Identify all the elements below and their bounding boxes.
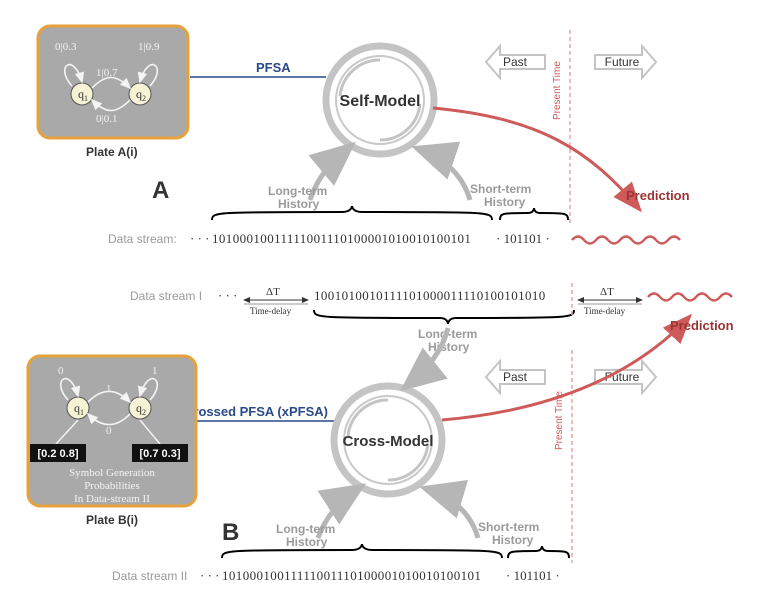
longterm-label-a: Long-termHistory [268,184,327,211]
streamII-ellipsis: · · · [200,568,220,583]
svg-text:Short-termHistory: Short-termHistory [478,520,539,547]
cross-model-title: Cross-Model [343,433,434,450]
pfsa-label: PFSA [256,60,291,75]
plate-a: q1 q2 0|0.3 1|0.9 1|0.7 0|0.1 Plate A(i) [38,26,188,159]
emit-q2: [0.7 0.3] [140,448,181,460]
brace-top-b [314,310,574,324]
cross-model-ring: Cross-Model [334,386,442,494]
svg-text:ΔT: ΔT [600,286,614,298]
brace-long-b [222,544,502,558]
panel-letter-b: B [222,519,239,546]
prediction-curve-b [442,316,690,420]
figure: q1 q2 0|0.3 1|0.9 1|0.7 0|0.1 Plate A(i)… [0,0,783,592]
svg-text:· 101101 ·: · 101101 · [506,568,560,583]
stream-ellipsis-a: · · · [190,231,210,246]
streamI-label: Data stream I [130,289,202,303]
squiggle-a [572,237,680,244]
shortterm-arrow-a [416,148,470,200]
svg-text:0: 0 [106,425,112,437]
xpfsa-label: Crossed PFSA (xPFSA) [184,404,328,419]
svg-text:1: 1 [106,383,112,395]
panel-b: Data stream I · · · ΔT Time-delay 100101… [28,283,734,583]
plate-a-label: Plate A(i) [86,145,138,159]
svg-text:Probabilities: Probabilities [84,480,140,492]
svg-text:Symbol Generation: Symbol Generation [69,467,155,479]
past-arrow-a: Past [486,46,545,78]
panel-letter-a: A [152,177,169,204]
self-model-title: Self-Model [340,93,421,110]
plate-b: q1 q2 0 1 1 0 [0.2 0.8] [0.7 0.3] Symbol… [28,356,196,527]
squiggle-b1 [648,294,732,301]
streamII-long: 10100010011111001110100001010010100101 [222,568,481,583]
self-model-ring: Self-Model [326,46,434,154]
dt-right: ΔT Time-delay [578,286,642,316]
prediction-label-b: Prediction [670,318,734,333]
stream-long-a: 10100010011111001110100001010010100101 [212,231,471,246]
svg-text:Time-delay: Time-delay [250,306,292,316]
svg-text:1: 1 [152,365,158,377]
brace-short-b [508,546,569,558]
present-label-a: Present Time [552,61,563,120]
trans-q2-q1: 0|0.1 [96,113,117,125]
stream-label-a: Data stream: [108,232,177,246]
svg-text:Future: Future [605,55,640,69]
panel-a: q1 q2 0|0.3 1|0.9 1|0.7 0|0.1 Plate A(i)… [38,26,690,246]
svg-text:Past: Past [503,370,528,384]
brace-short-a [500,208,568,220]
trans-q1-self: 0|0.3 [55,41,77,53]
svg-text:In Data-stream II: In Data-stream II [74,493,150,505]
svg-text:ΔT: ΔT [266,286,280,298]
svg-text:0: 0 [58,365,64,377]
trans-q1-q2: 1|0.7 [96,67,118,79]
prediction-curve-a [433,108,640,210]
emit-q1: [0.2 0.8] [38,448,79,460]
streamI-ellipsis: · · · [218,288,238,303]
future-arrow-a: Future [595,46,656,78]
trans-q2-self: 1|0.9 [138,41,160,53]
plate-b-label: Plate B(i) [86,513,138,527]
prediction-label-a: Prediction [626,188,690,203]
shortterm-label-a: Short-termHistory [470,182,531,209]
svg-text:Long-termHistory: Long-termHistory [276,522,335,549]
dt-left: ΔT Time-delay [244,286,308,316]
svg-text:· 101101 ·: · 101101 · [496,231,550,246]
svg-text:Time-delay: Time-delay [584,306,626,316]
past-arrow-b: Past [486,361,545,393]
streamII-label: Data stream II [112,569,187,583]
svg-text:Past: Past [503,55,528,69]
brace-long-a [212,206,492,220]
streamI-data: 1001010010111101000011110100101010 [314,288,546,303]
